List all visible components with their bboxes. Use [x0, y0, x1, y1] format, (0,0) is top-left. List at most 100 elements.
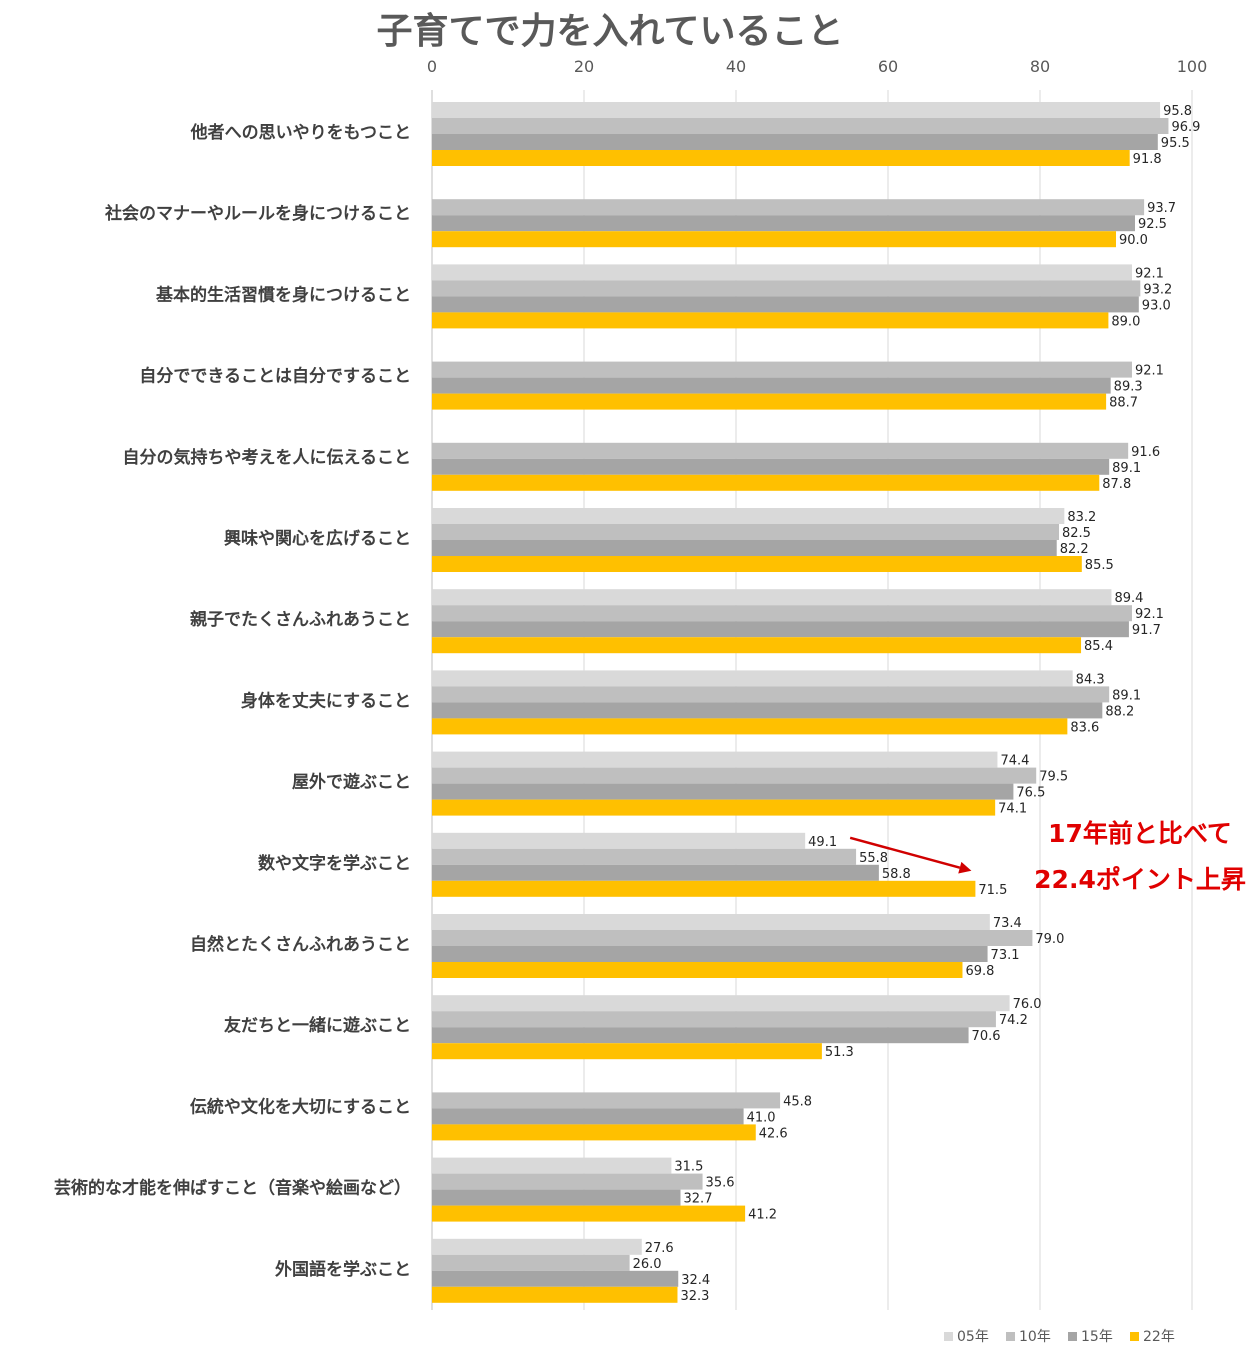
category-label: 他者への思いやりをもつこと	[190, 122, 411, 143]
category-labels: 他者への思いやりをもつこと社会のマナーやルールを身につけること基本的生活習慣を身…	[54, 122, 411, 1280]
legend-label: 05年	[957, 1329, 989, 1345]
bar	[432, 474, 1100, 491]
bar	[432, 1011, 996, 1028]
data-label: 41.2	[748, 1208, 777, 1223]
bar	[432, 962, 963, 978]
data-label: 79.5	[1039, 770, 1068, 785]
bar	[432, 540, 1057, 556]
category-label: 伝統や文化を大切にすること	[190, 1096, 411, 1117]
data-label: 32.7	[684, 1192, 713, 1207]
data-label: 85.4	[1084, 639, 1113, 654]
legend: 05年 10年 15年 22年	[944, 1329, 1175, 1345]
data-label: 95.5	[1161, 136, 1190, 151]
category-label: 友だちと一緒に遊ぶこと	[224, 1015, 411, 1036]
bar	[432, 799, 996, 816]
data-label: 51.3	[825, 1045, 854, 1060]
data-label: 27.6	[645, 1241, 674, 1256]
category-label: 親子でたくさんふれあうこと	[190, 609, 411, 630]
data-label: 89.3	[1114, 380, 1143, 395]
x-tick-label: 20	[574, 57, 594, 76]
legend-swatch	[944, 1332, 953, 1341]
category-label: 自分でできることは自分ですること	[139, 366, 411, 387]
annotation-line-1: 17年前と比べて	[1048, 819, 1232, 848]
data-label: 92.5	[1138, 217, 1167, 232]
bar	[432, 199, 1145, 216]
bar	[432, 296, 1139, 313]
bar	[432, 215, 1135, 232]
category-label: 身体を丈夫にすること	[241, 690, 411, 711]
bar	[432, 783, 1014, 800]
bar	[432, 1157, 672, 1174]
legend-swatch	[1068, 1332, 1077, 1341]
data-label: 92.1	[1135, 607, 1164, 622]
data-label: 96.9	[1171, 120, 1200, 135]
bar	[432, 231, 1116, 248]
data-label: 91.8	[1133, 152, 1162, 167]
bar	[432, 393, 1107, 410]
bar	[432, 377, 1111, 394]
data-label: 49.1	[808, 835, 837, 850]
data-label: 83.6	[1070, 720, 1099, 735]
bar	[432, 1124, 756, 1141]
bar	[432, 832, 806, 849]
data-label: 92.1	[1135, 364, 1164, 379]
category-label: 自分の気持ちや考えを人に伝えること	[123, 447, 412, 468]
data-label: 88.7	[1109, 396, 1138, 411]
data-labels: 95.896.995.591.893.792.590.092.193.293.0…	[633, 104, 1201, 1304]
data-label: 31.5	[674, 1160, 703, 1175]
data-label: 35.6	[706, 1176, 735, 1191]
bar	[432, 102, 1161, 118]
data-label: 91.6	[1131, 445, 1160, 460]
bar	[432, 1270, 679, 1287]
bar	[432, 556, 1082, 572]
data-label: 74.4	[1000, 754, 1029, 769]
annotation: 17年前と比べて 22.4ポイント上昇	[849, 819, 1246, 894]
bar	[432, 637, 1082, 654]
bar	[432, 1286, 678, 1303]
legend-swatch	[1130, 1332, 1139, 1341]
bar	[432, 621, 1129, 638]
data-label: 92.1	[1135, 266, 1164, 281]
bar	[432, 1027, 969, 1044]
bar	[432, 589, 1112, 606]
bar	[432, 930, 1033, 946]
legend-label: 10年	[1019, 1329, 1051, 1345]
bars	[432, 102, 1169, 1303]
data-label: 45.8	[783, 1094, 812, 1109]
data-label: 58.8	[882, 867, 911, 882]
bar	[432, 686, 1110, 703]
bar	[432, 718, 1068, 735]
annotation-arrow-line	[849, 836, 961, 869]
data-label: 93.0	[1142, 298, 1171, 313]
data-label: 74.2	[999, 1013, 1028, 1028]
bar	[432, 914, 990, 930]
data-label: 26.0	[633, 1257, 662, 1272]
bar	[432, 508, 1065, 524]
bar	[432, 264, 1132, 281]
category-label: 基本的生活習慣を身につけること	[155, 284, 411, 305]
bar	[432, 702, 1103, 719]
category-label: 外国語を学ぶこと	[275, 1259, 411, 1280]
data-label: 93.2	[1143, 282, 1172, 297]
data-label: 79.0	[1035, 932, 1064, 947]
x-tick-label: 60	[878, 57, 898, 76]
data-label: 85.5	[1085, 558, 1114, 573]
x-tick-label: 0	[427, 57, 437, 76]
data-label: 83.2	[1067, 510, 1096, 525]
data-label: 89.1	[1112, 688, 1141, 703]
bar	[432, 670, 1073, 687]
data-label: 95.8	[1163, 104, 1192, 119]
bar	[432, 118, 1169, 134]
bar	[432, 1254, 630, 1271]
bar	[432, 361, 1132, 378]
data-label: 73.1	[991, 948, 1020, 963]
data-label: 76.5	[1016, 786, 1045, 801]
data-label: 32.4	[681, 1273, 710, 1288]
chart-title: 子育てで力を入れていること	[377, 11, 844, 52]
bar	[432, 1205, 746, 1222]
category-label: 数や文字を学ぶこと	[258, 853, 411, 874]
annotation-line-2: 22.4ポイント上昇	[1034, 865, 1246, 894]
bar	[432, 458, 1110, 475]
category-label: 社会のマナーやルールを身につけること	[104, 203, 411, 224]
